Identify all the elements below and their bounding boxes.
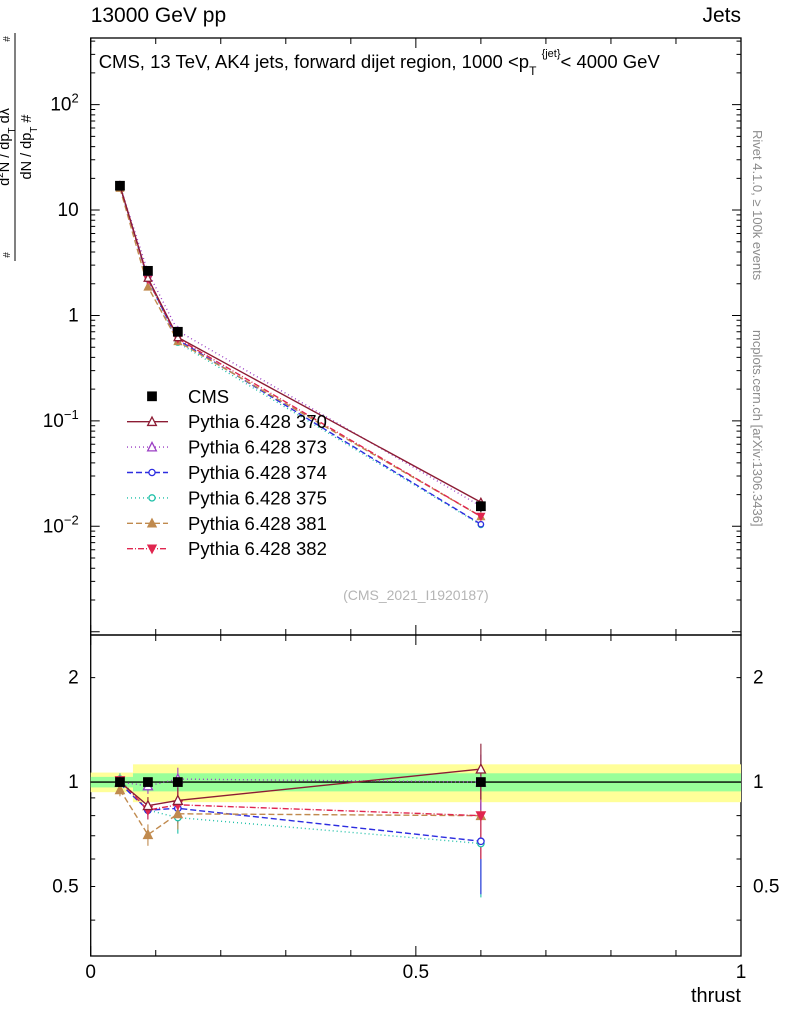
svg-text:2: 2	[753, 668, 764, 689]
svg-text:Pythia 6.428 381: Pythia 6.428 381	[188, 513, 327, 534]
svg-text:Pythia 6.428 382: Pythia 6.428 382	[188, 538, 327, 559]
svg-text:0: 0	[85, 962, 96, 983]
svg-text:1: 1	[736, 962, 747, 983]
svg-text:#: #	[2, 252, 13, 258]
svg-text:thrust: thrust	[691, 985, 741, 1007]
svg-text:10: 10	[58, 200, 79, 221]
svg-text:Rivet 4.1.0, ≥ 100k events: Rivet 4.1.0, ≥ 100k events	[750, 130, 765, 281]
svg-text:0.5: 0.5	[753, 876, 779, 897]
svg-text:#: #	[2, 36, 13, 42]
svg-text:2: 2	[68, 668, 79, 689]
svg-text:1: 1	[753, 772, 764, 793]
svg-text:Pythia 6.428 375: Pythia 6.428 375	[188, 487, 327, 508]
svg-text:Pythia 6.428 370: Pythia 6.428 370	[188, 411, 327, 432]
svg-text:(CMS_2021_I1920187): (CMS_2021_I1920187)	[343, 587, 489, 603]
svg-text:mcplots.cern.ch [arXiv:1306.34: mcplots.cern.ch [arXiv:1306.3436]	[750, 330, 765, 527]
svg-text:1: 1	[68, 305, 79, 326]
svg-text:CMS: CMS	[188, 386, 229, 407]
svg-text:Pythia 6.428 374: Pythia 6.428 374	[188, 462, 327, 483]
svg-text:Jets: Jets	[702, 4, 741, 27]
svg-text:0.5: 0.5	[52, 876, 78, 897]
svg-text:0.5: 0.5	[403, 962, 429, 983]
svg-text:13000 GeV pp: 13000 GeV pp	[91, 4, 226, 27]
svg-text:1: 1	[68, 772, 79, 793]
svg-text:Pythia 6.428 373: Pythia 6.428 373	[188, 437, 327, 458]
